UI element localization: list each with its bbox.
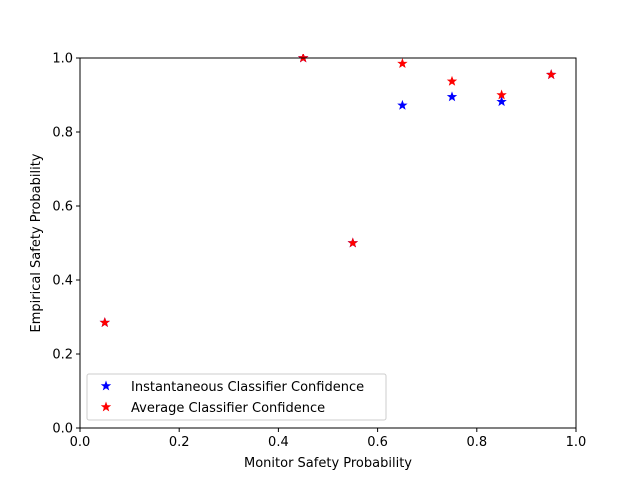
point-average bbox=[446, 75, 458, 86]
plot-frame bbox=[79, 57, 577, 429]
point-average bbox=[546, 69, 557, 80]
point-average bbox=[99, 317, 110, 327]
point-average bbox=[397, 58, 408, 68]
legend-box bbox=[86, 373, 387, 421]
point-average bbox=[496, 89, 507, 100]
legend-marker-average bbox=[100, 401, 112, 412]
x-axis-label: Monitor Safety Probability bbox=[244, 456, 412, 471]
y-axis: 0.0 0.2 0.4 0.6 0.8 1.0 bbox=[52, 52, 80, 437]
point-instantaneous bbox=[397, 99, 408, 110]
x-axis: 0.0 0.2 0.4 0.6 0.8 1.0 bbox=[70, 428, 587, 450]
y-tick-label: 0.8 bbox=[52, 126, 73, 141]
legend-star-icon bbox=[100, 401, 112, 412]
x-tick-label: 0.6 bbox=[367, 435, 388, 450]
x-tick-label: 0.8 bbox=[466, 435, 487, 450]
x-tick-label: 0.2 bbox=[169, 435, 190, 450]
legend-label-average: Average Classifier Confidence bbox=[131, 401, 325, 416]
x-tick-label: 1.0 bbox=[566, 435, 587, 450]
point-average bbox=[347, 237, 358, 248]
legend: Instantaneous Classifier Confidence Aver… bbox=[86, 373, 387, 421]
legend-star-icon bbox=[100, 380, 112, 391]
point-instantaneous bbox=[446, 91, 458, 102]
legend-label-instantaneous: Instantaneous Classifier Confidence bbox=[131, 380, 364, 395]
x-tick-label: 0.4 bbox=[268, 435, 289, 450]
legend-marker-instantaneous bbox=[100, 380, 112, 391]
y-tick-label: 0.4 bbox=[52, 274, 73, 289]
y-tick-label: 0.6 bbox=[52, 200, 73, 215]
data-points bbox=[99, 54, 557, 327]
y-tick-label: 0.2 bbox=[52, 348, 73, 363]
y-tick-label: 1.0 bbox=[52, 52, 73, 67]
x-tick-label: 0.0 bbox=[70, 435, 91, 450]
point-instantaneous bbox=[496, 96, 507, 107]
y-tick-label: 0.0 bbox=[52, 422, 73, 437]
y-axis-label: Empirical Safety Probability bbox=[29, 153, 44, 332]
